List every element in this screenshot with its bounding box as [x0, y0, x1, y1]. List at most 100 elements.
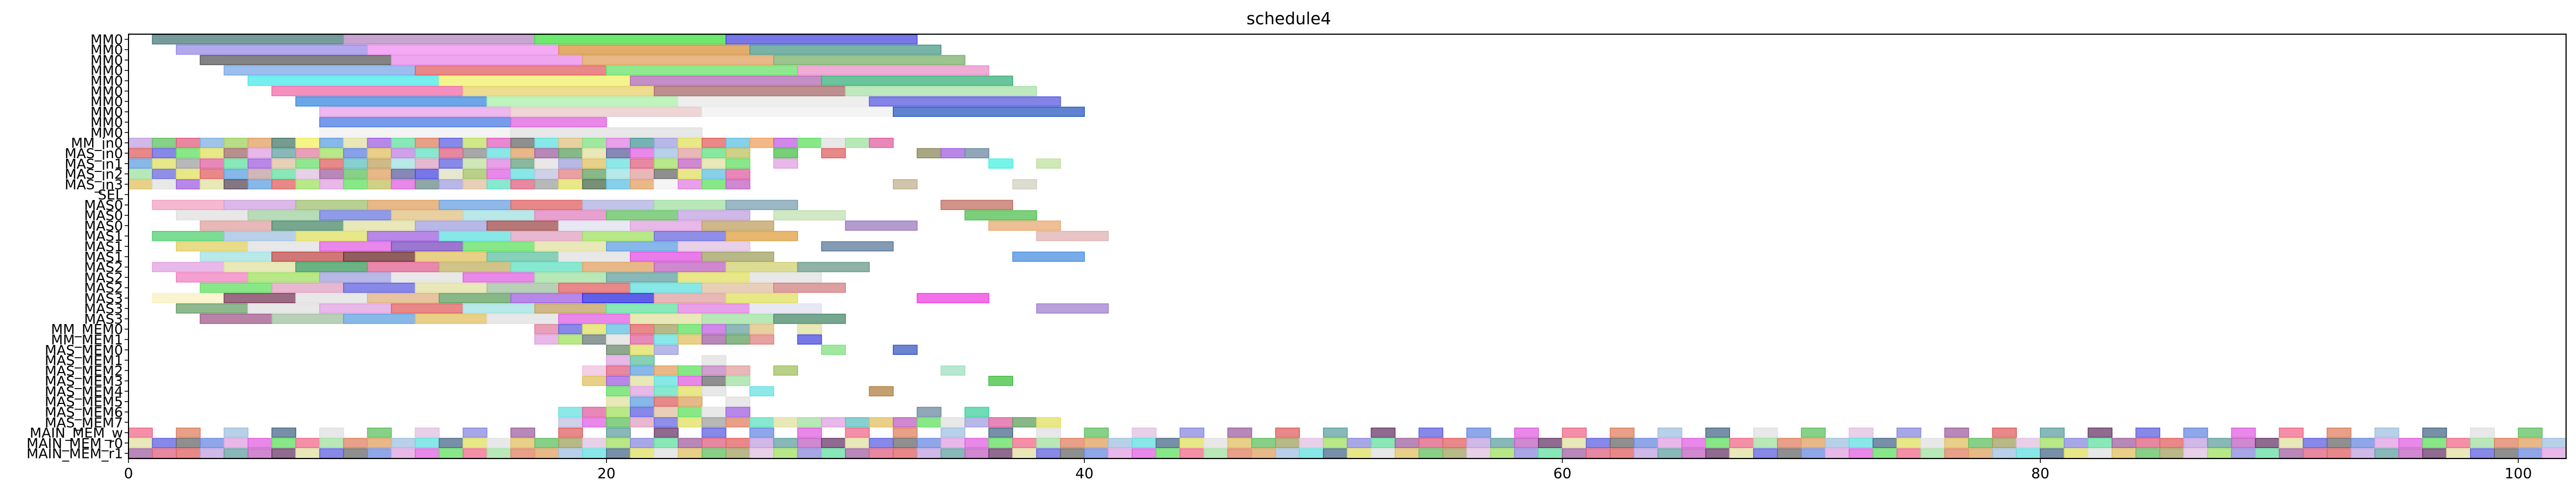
main-mem-bar: [1275, 427, 1300, 438]
main-mem-bar: [654, 427, 679, 438]
main-mem-bar: [1872, 438, 1898, 449]
main-mem-bar: [1299, 438, 1324, 449]
schedule-bar: [558, 44, 751, 55]
main-mem-bar: [1872, 448, 1898, 459]
schedule-bar: [319, 210, 392, 220]
schedule-bar: [630, 251, 703, 262]
main-mem-bar: [1084, 448, 1109, 459]
schedule-bar: [964, 210, 1037, 220]
schedule-bar: [940, 200, 1014, 211]
schedule-bar: [701, 355, 727, 365]
schedule-bar: [343, 179, 368, 190]
schedule-bar: [701, 137, 727, 148]
schedule-bar: [271, 251, 344, 262]
main-mem-bar: [845, 448, 870, 459]
main-mem-bar: [462, 438, 488, 449]
schedule-bar: [510, 137, 535, 148]
schedule-bar: [295, 137, 320, 148]
schedule-bar: [630, 148, 655, 159]
y-tick-label: MM_MEM0: [51, 321, 123, 337]
schedule-bar: [749, 303, 822, 314]
schedule-bar: [630, 76, 822, 86]
main-mem-bar: [1944, 427, 1969, 438]
schedule-bar: [582, 148, 607, 159]
schedule-bar: [917, 148, 942, 159]
plot-frame: [128, 34, 2567, 459]
schedule-bar: [438, 293, 512, 304]
schedule-bar: [725, 365, 751, 376]
schedule-bar: [200, 55, 392, 66]
main-mem-bar: [797, 438, 822, 449]
schedule-bar: [390, 148, 416, 159]
schedule-bar: [271, 169, 297, 179]
main-mem-bar: [510, 438, 535, 449]
schedule-bar: [725, 396, 751, 407]
schedule-bar: [606, 407, 631, 417]
main-mem-bar: [2398, 448, 2423, 459]
schedule-bar: [175, 272, 249, 283]
main-mem-bar: [725, 438, 751, 449]
y-tick-label: MAS1: [84, 239, 123, 255]
main-mem-bar: [1777, 438, 1802, 449]
schedule-bar: [582, 365, 607, 376]
main-mem-bar: [1562, 448, 1587, 459]
schedule-bar: [247, 137, 272, 148]
schedule-bar: [343, 282, 416, 293]
main-mem-bar: [2398, 438, 2423, 449]
x-axis-ticks: 0 20 40 60 80 100: [124, 459, 2532, 482]
schedule-bar: [534, 272, 607, 283]
main-mem-bar: [1155, 448, 1181, 459]
schedule-bar: [797, 417, 822, 428]
schedule-bar: [701, 220, 774, 231]
schedule-bar: [247, 303, 320, 314]
schedule-bar: [223, 148, 249, 159]
schedule-bar: [438, 179, 464, 190]
schedule-bar: [749, 44, 942, 55]
schedule-bar: [558, 334, 583, 345]
schedule-bar: [869, 386, 894, 397]
schedule-bar: [773, 282, 846, 293]
schedule-bar: [152, 293, 225, 304]
schedule-bar: [654, 148, 679, 159]
schedule-bar: [510, 169, 535, 179]
schedule-bar: [606, 272, 679, 283]
main-mem-bar: [558, 438, 583, 449]
schedule-bar: [200, 314, 272, 324]
schedule-bar: [1036, 417, 1061, 428]
schedule-bar: [343, 169, 368, 179]
main-mem-bar: [223, 438, 249, 449]
schedule-bar: [271, 179, 297, 190]
schedule-bar: [367, 148, 392, 159]
schedule-bar: [606, 365, 631, 376]
schedule-bar: [582, 137, 607, 148]
main-mem-bar: [2518, 448, 2543, 459]
main-mem-bar: [2087, 448, 2113, 459]
main-mem-bar: [2183, 448, 2208, 459]
schedule-bar: [558, 137, 583, 148]
main-mem-bar: [630, 438, 655, 449]
schedule-bar: [319, 137, 344, 148]
main-mem-bar: [797, 427, 822, 438]
schedule-bar: [462, 272, 535, 283]
y-tick-label: MAS_MEM0: [45, 342, 123, 358]
main-mem-bar: [725, 448, 751, 459]
schedule-bar: [128, 137, 153, 148]
schedule-bar: [462, 169, 488, 179]
main-mem-bar: [175, 427, 201, 438]
schedule-bar: [917, 293, 989, 304]
main-mem-bar: [964, 438, 989, 449]
schedule-bar: [415, 179, 440, 190]
main-mem-bar: [367, 427, 392, 438]
main-mem-bar: [701, 438, 727, 449]
schedule-bar: [558, 179, 583, 190]
schedule-bar: [797, 137, 822, 148]
main-mem-bar: [510, 427, 535, 438]
schedule-bar: [773, 148, 799, 159]
schedule-bar: [1012, 251, 1085, 262]
schedule-bar: [247, 210, 320, 220]
main-mem-bar: [917, 448, 942, 459]
main-mem-bar: [1514, 448, 1539, 459]
main-mem-bar: [1824, 448, 1850, 459]
main-mem-bar: [1801, 427, 1826, 438]
